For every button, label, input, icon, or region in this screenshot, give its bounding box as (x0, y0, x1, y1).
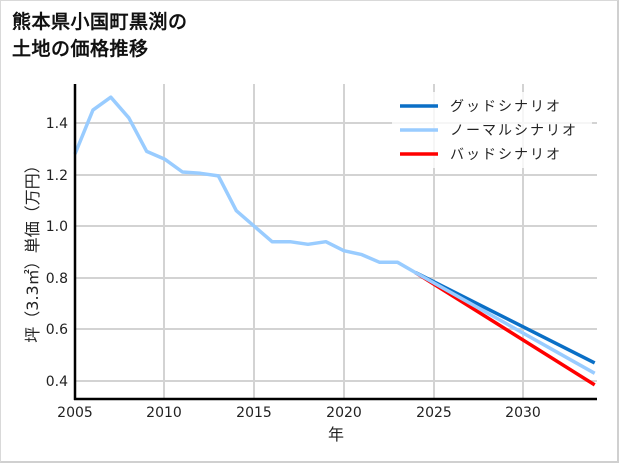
y-tick-label: 1.4 (46, 116, 68, 132)
y-tick-label: 0.6 (46, 322, 68, 338)
chart-title-line1: 熊本県小国町黒渕の (12, 11, 188, 33)
y-axis-label: 坪（3.3㎡）単価（万円） (23, 157, 42, 342)
y-tick-label: 0.4 (46, 374, 68, 390)
x-tick-label: 2010 (146, 405, 182, 421)
x-tick-label: 2030 (505, 405, 541, 421)
legend: グッドシナリオ ノーマルシナリオ バッドシナリオ (392, 92, 592, 168)
x-axis-label: 年 (328, 425, 344, 444)
x-tick-label: 2005 (57, 405, 93, 421)
grid (75, 84, 597, 399)
x-tick-label: 2025 (416, 405, 452, 421)
chart-title: 熊本県小国町黒渕の 土地の価格推移 (12, 9, 188, 63)
series-normal (73, 95, 596, 375)
y-tick-labels: 1.4 1.2 1.0 0.8 0.6 0.4 (46, 116, 68, 390)
y-tick-label: 0.8 (46, 271, 68, 287)
legend-label-normal: ノーマルシナリオ (450, 123, 578, 139)
legend-label-bad: バッドシナリオ (450, 147, 562, 163)
x-tick-labels: 2005 2010 2015 2020 2025 2030 (57, 405, 541, 421)
plot-lines (73, 95, 596, 387)
x-tick-label: 2020 (326, 405, 362, 421)
x-tick-label: 2015 (236, 405, 272, 421)
y-tick-label: 1.0 (46, 219, 68, 235)
y-tick-label: 1.2 (46, 168, 68, 184)
legend-label-good: グッドシナリオ (450, 99, 562, 115)
chart-title-line2: 土地の価格推移 (12, 38, 149, 60)
